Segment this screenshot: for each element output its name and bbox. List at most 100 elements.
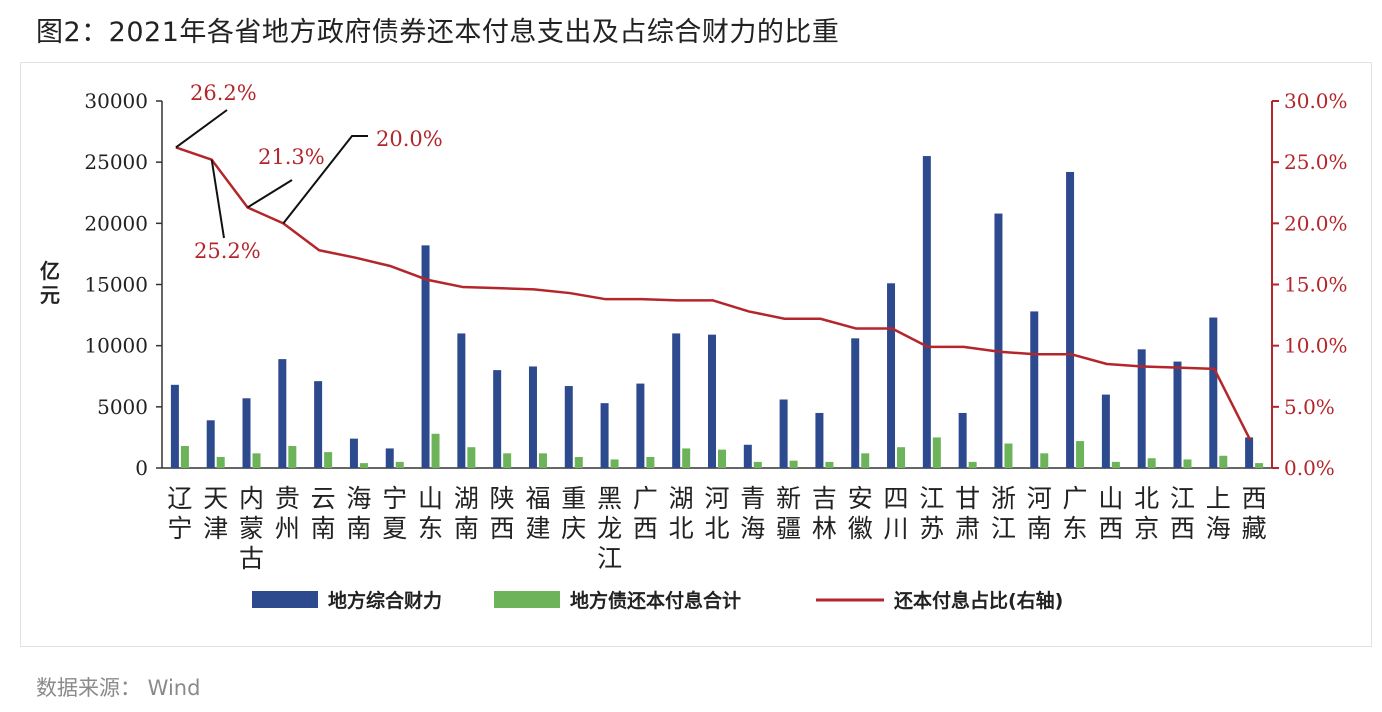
category-label: 河北 xyxy=(704,484,729,543)
bar-fiscal-capacity xyxy=(385,448,394,468)
right-tick-label: 30.0% xyxy=(1284,89,1348,113)
bar-debt-service xyxy=(1147,458,1156,468)
category-label: 云南 xyxy=(311,484,336,543)
bar-debt-service xyxy=(1040,453,1049,468)
bar-debt-service xyxy=(682,448,691,468)
right-tick-label: 20.0% xyxy=(1284,211,1348,235)
right-tick-label: 0.0% xyxy=(1284,456,1335,480)
category-label: 宁夏 xyxy=(382,484,407,543)
left-tick-label: 10000 xyxy=(84,334,148,358)
category-label: 青海 xyxy=(740,484,765,543)
chart-frame xyxy=(20,62,1372,647)
bar-fiscal-capacity xyxy=(493,370,502,468)
category-label: 河南 xyxy=(1027,484,1052,543)
chart-legend: 地方综合财力 地方债还本付息合计 还本付息占比(右轴) xyxy=(252,589,1063,612)
bar-debt-service xyxy=(1183,459,1192,468)
bar-fiscal-capacity xyxy=(887,283,896,468)
y-axis-label: 亿元 xyxy=(40,259,60,307)
category-label: 北京 xyxy=(1134,484,1159,543)
bar-debt-service xyxy=(718,449,726,468)
category-label: 四川 xyxy=(884,484,909,543)
category-label: 辽宁 xyxy=(167,484,192,543)
category-label: 西藏 xyxy=(1242,484,1267,543)
bar-fiscal-capacity xyxy=(170,384,179,468)
bar-debt-service xyxy=(610,459,619,468)
category-label: 山西 xyxy=(1098,484,1123,543)
bar-fiscal-capacity xyxy=(1173,361,1182,468)
category-label: 安徽 xyxy=(848,484,873,543)
bar-debt-service xyxy=(252,453,261,468)
bar-debt-service xyxy=(574,456,583,468)
bar-fiscal-capacity xyxy=(636,383,645,468)
category-label: 上海 xyxy=(1206,484,1231,543)
category-label: 新疆 xyxy=(776,484,801,543)
bar-fiscal-capacity xyxy=(779,399,788,468)
category-label: 陕西 xyxy=(490,484,515,543)
bar-debt-service xyxy=(1076,441,1085,468)
left-tick-label: 0 xyxy=(135,456,148,480)
bar-fiscal-capacity xyxy=(457,333,466,468)
legend-label: 地方综合财力 xyxy=(328,589,442,612)
left-tick-label: 25000 xyxy=(84,150,148,174)
category-label: 贵州 xyxy=(275,484,300,543)
left-tick-label: 30000 xyxy=(84,89,148,113)
bar-fiscal-capacity xyxy=(528,366,537,468)
bar-fiscal-capacity xyxy=(672,333,681,468)
bar-debt-service xyxy=(1004,443,1013,468)
annotation-label: 20.0% xyxy=(376,127,443,151)
bar-debt-service xyxy=(1111,461,1120,468)
annotation-label: 21.3% xyxy=(258,145,325,169)
bar-fiscal-capacity xyxy=(1030,311,1039,468)
bar-debt-service xyxy=(861,453,870,468)
bar-debt-service xyxy=(359,463,368,468)
category-label: 黑龙江 xyxy=(597,484,622,573)
bar-fiscal-capacity xyxy=(314,381,323,468)
line-annotations: 26.2% 25.2% 21.3% 20.0% xyxy=(175,81,443,263)
right-tick-label: 5.0% xyxy=(1284,395,1335,419)
bar-debt-service xyxy=(180,445,189,468)
bar-fiscal-capacity xyxy=(994,213,1003,468)
annotation-leader xyxy=(246,179,293,209)
bar-debt-service xyxy=(932,437,941,468)
bar-debt-service xyxy=(1255,463,1264,468)
category-label: 海南 xyxy=(346,484,371,543)
bar-debt-service xyxy=(431,433,440,468)
chart-axes: 0 5000 10000 15000 20000 25000 30000 0.0% 5.0% 10… xyxy=(40,89,1348,480)
legend-swatch-debt xyxy=(494,591,560,608)
bar-debt-service xyxy=(288,445,297,468)
bar-fiscal-capacity xyxy=(206,420,215,468)
category-label: 福建 xyxy=(525,484,550,543)
category-label: 天津 xyxy=(203,484,228,543)
bar-fiscal-capacity xyxy=(1137,349,1146,468)
category-label: 江苏 xyxy=(919,484,944,543)
bar-fiscal-capacity xyxy=(278,359,287,468)
left-tick-label: 15000 xyxy=(84,273,148,297)
bar-debt-service xyxy=(753,461,762,468)
category-label: 重庆 xyxy=(561,484,586,543)
right-tick-label: 25.0% xyxy=(1284,150,1348,174)
bar-debt-service xyxy=(216,456,225,468)
bar-fiscal-capacity xyxy=(421,245,430,468)
bar-debt-service xyxy=(646,456,655,468)
chart-title: 图2：2021年各省地方政府债券还本付息支出及占综合财力的比重 xyxy=(36,17,840,48)
bar-fiscal-capacity xyxy=(242,398,251,468)
category-label: 广东 xyxy=(1063,484,1088,543)
bar-debt-service xyxy=(324,452,333,468)
bar-fiscal-capacity xyxy=(922,156,931,469)
annotation-leader xyxy=(210,159,225,239)
category-label: 江西 xyxy=(1170,484,1195,543)
right-tick-label: 15.0% xyxy=(1284,273,1348,297)
category-label: 吉林 xyxy=(812,484,837,543)
category-label: 山东 xyxy=(418,484,443,543)
bar-debt-service xyxy=(789,460,798,468)
bar-fiscal-capacity xyxy=(851,338,860,468)
ratio-line xyxy=(175,146,1252,441)
annotation-leader xyxy=(175,109,228,149)
bar-fiscal-capacity xyxy=(1101,394,1110,468)
annotation-leader xyxy=(282,135,368,224)
category-label: 广西 xyxy=(633,484,658,543)
left-tick-label: 5000 xyxy=(97,395,148,419)
bar-debt-service xyxy=(467,447,476,468)
bar-fiscal-capacity xyxy=(1209,317,1218,468)
